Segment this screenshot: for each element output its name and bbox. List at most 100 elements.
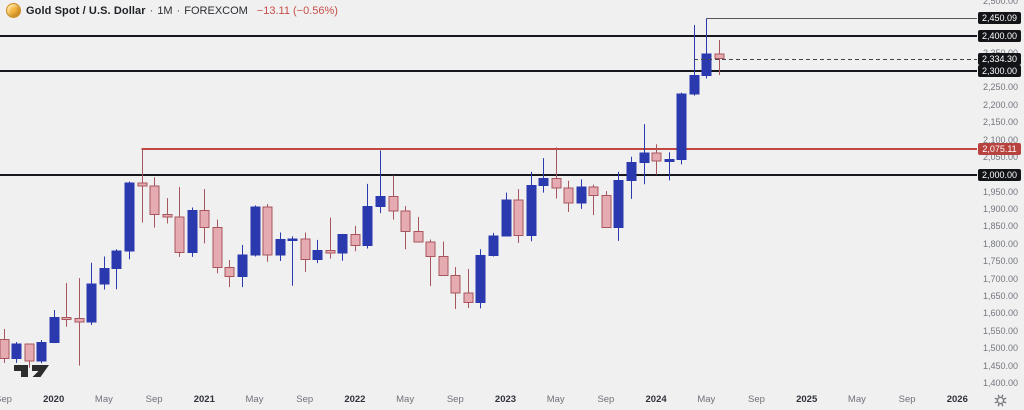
time-axis-month-label: May bbox=[396, 394, 415, 405]
candle bbox=[275, 232, 286, 262]
price-axis[interactable]: 2,500.002,350.002,250.002,200.002,150.00… bbox=[977, 0, 1024, 390]
price-tick-label: 1,700.00 bbox=[982, 273, 1019, 284]
price-level-label-horizontal-line: 2,300.00 bbox=[978, 64, 1021, 77]
candle bbox=[576, 179, 587, 209]
candle bbox=[11, 342, 22, 363]
candle bbox=[262, 204, 273, 262]
candle bbox=[388, 175, 399, 220]
price-tick-label: 2,250.00 bbox=[982, 82, 1019, 93]
candle bbox=[425, 239, 436, 287]
separator: · bbox=[149, 4, 154, 17]
candle bbox=[664, 152, 675, 181]
candle bbox=[413, 216, 424, 243]
axis-settings-corner[interactable] bbox=[977, 390, 1024, 410]
candle bbox=[613, 171, 624, 241]
candle bbox=[174, 187, 185, 257]
price-level-label-horizontal-line: 2,400.00 bbox=[978, 29, 1021, 42]
candle bbox=[61, 282, 72, 327]
candle bbox=[651, 144, 662, 175]
candle bbox=[237, 245, 248, 288]
candle bbox=[601, 191, 612, 229]
candle bbox=[350, 225, 361, 252]
price-tick-label: 1,850.00 bbox=[982, 221, 1019, 232]
time-axis-month-label: May bbox=[245, 394, 264, 405]
candle bbox=[463, 269, 474, 308]
price-tick-label: 1,450.00 bbox=[982, 360, 1019, 371]
price-tick-label: 1,800.00 bbox=[982, 238, 1019, 249]
tradingview-logo-icon[interactable] bbox=[13, 363, 53, 383]
candle bbox=[111, 249, 122, 290]
candle bbox=[99, 256, 110, 290]
interval-label[interactable]: 1M bbox=[157, 4, 173, 17]
price-tick-label: 1,650.00 bbox=[982, 290, 1019, 301]
price-tick-label: 2,500.00 bbox=[982, 0, 1019, 6]
time-axis-month-label: May bbox=[847, 394, 866, 405]
price-tick-label: 1,550.00 bbox=[982, 325, 1019, 336]
candle bbox=[250, 205, 261, 257]
price-level-label-ray-high: 2,450.09 bbox=[978, 12, 1021, 25]
gear-icon[interactable] bbox=[994, 394, 1007, 407]
time-axis-month-label: Sep bbox=[898, 394, 916, 405]
candle bbox=[375, 150, 386, 214]
symbol-title[interactable]: Gold Spot / U.S. Dollar bbox=[26, 4, 146, 17]
candle bbox=[74, 278, 85, 366]
price-tick-label: 1,600.00 bbox=[982, 308, 1019, 319]
gold-coin-icon bbox=[6, 3, 21, 18]
time-axis-month-label: Sep bbox=[145, 394, 163, 405]
candle bbox=[588, 184, 599, 216]
time-axis-month-label: Sep bbox=[597, 394, 615, 405]
price-tick-label: 2,150.00 bbox=[982, 117, 1019, 128]
candle bbox=[312, 239, 323, 264]
candlestick-plot[interactable] bbox=[0, 0, 977, 390]
price-tick-label: 2,200.00 bbox=[982, 99, 1019, 110]
candle bbox=[325, 217, 336, 259]
price-level-label-horizontal-line: 2,000.00 bbox=[978, 168, 1021, 181]
candle bbox=[162, 198, 173, 224]
candle bbox=[701, 18, 712, 79]
candle bbox=[300, 232, 311, 272]
candle bbox=[0, 328, 10, 363]
candle bbox=[513, 189, 524, 243]
time-axis-month-label: May bbox=[546, 394, 565, 405]
price-tick-label: 1,900.00 bbox=[982, 204, 1019, 215]
candle bbox=[676, 92, 687, 165]
price-change: −13.11 (−0.56%) bbox=[256, 4, 338, 17]
candle bbox=[287, 236, 298, 286]
time-axis-year-label: 2026 bbox=[946, 394, 968, 405]
candle bbox=[450, 266, 461, 310]
price-tick-label: 2,100.00 bbox=[982, 134, 1019, 145]
candle bbox=[400, 206, 411, 250]
candle bbox=[501, 192, 512, 237]
time-axis-month-label: Sep bbox=[446, 394, 464, 405]
price-tick-label: 1,500.00 bbox=[982, 343, 1019, 354]
time-axis-year-label: 2022 bbox=[344, 394, 366, 405]
candle bbox=[488, 232, 499, 257]
price-level-label-resistance-line: 2,075.11 bbox=[978, 142, 1021, 155]
time-axis-month-label: Sep bbox=[296, 394, 314, 405]
candle bbox=[626, 156, 637, 199]
symbol-header: Gold Spot / U.S. Dollar · 1M · FOREXCOM … bbox=[6, 3, 338, 18]
time-axis-month-label: May bbox=[94, 394, 113, 405]
candle bbox=[526, 171, 537, 242]
candle bbox=[24, 343, 35, 368]
time-axis-month-label: Sep bbox=[0, 394, 12, 405]
time-axis[interactable]: Sep 2020 May Sep 2021 May Sep 2022 May Sep 2023 May… bbox=[0, 390, 977, 410]
price-tick-label: 1,400.00 bbox=[982, 377, 1019, 388]
candle bbox=[689, 25, 700, 96]
candle bbox=[187, 207, 198, 257]
candle bbox=[86, 262, 97, 325]
price-tick-label: 1,950.00 bbox=[982, 186, 1019, 197]
time-axis-year-label: 2025 bbox=[796, 394, 818, 405]
time-axis-year-label: 2020 bbox=[43, 394, 65, 405]
candle bbox=[224, 260, 235, 288]
candle bbox=[36, 339, 47, 364]
candle bbox=[149, 177, 160, 228]
separator: · bbox=[176, 4, 181, 17]
price-tick-label: 2,050.00 bbox=[982, 151, 1019, 162]
candle bbox=[563, 180, 574, 213]
candle bbox=[337, 233, 348, 261]
time-axis-month-label: Sep bbox=[748, 394, 765, 405]
candle bbox=[199, 189, 210, 244]
time-axis-year-label: 2024 bbox=[645, 394, 667, 405]
